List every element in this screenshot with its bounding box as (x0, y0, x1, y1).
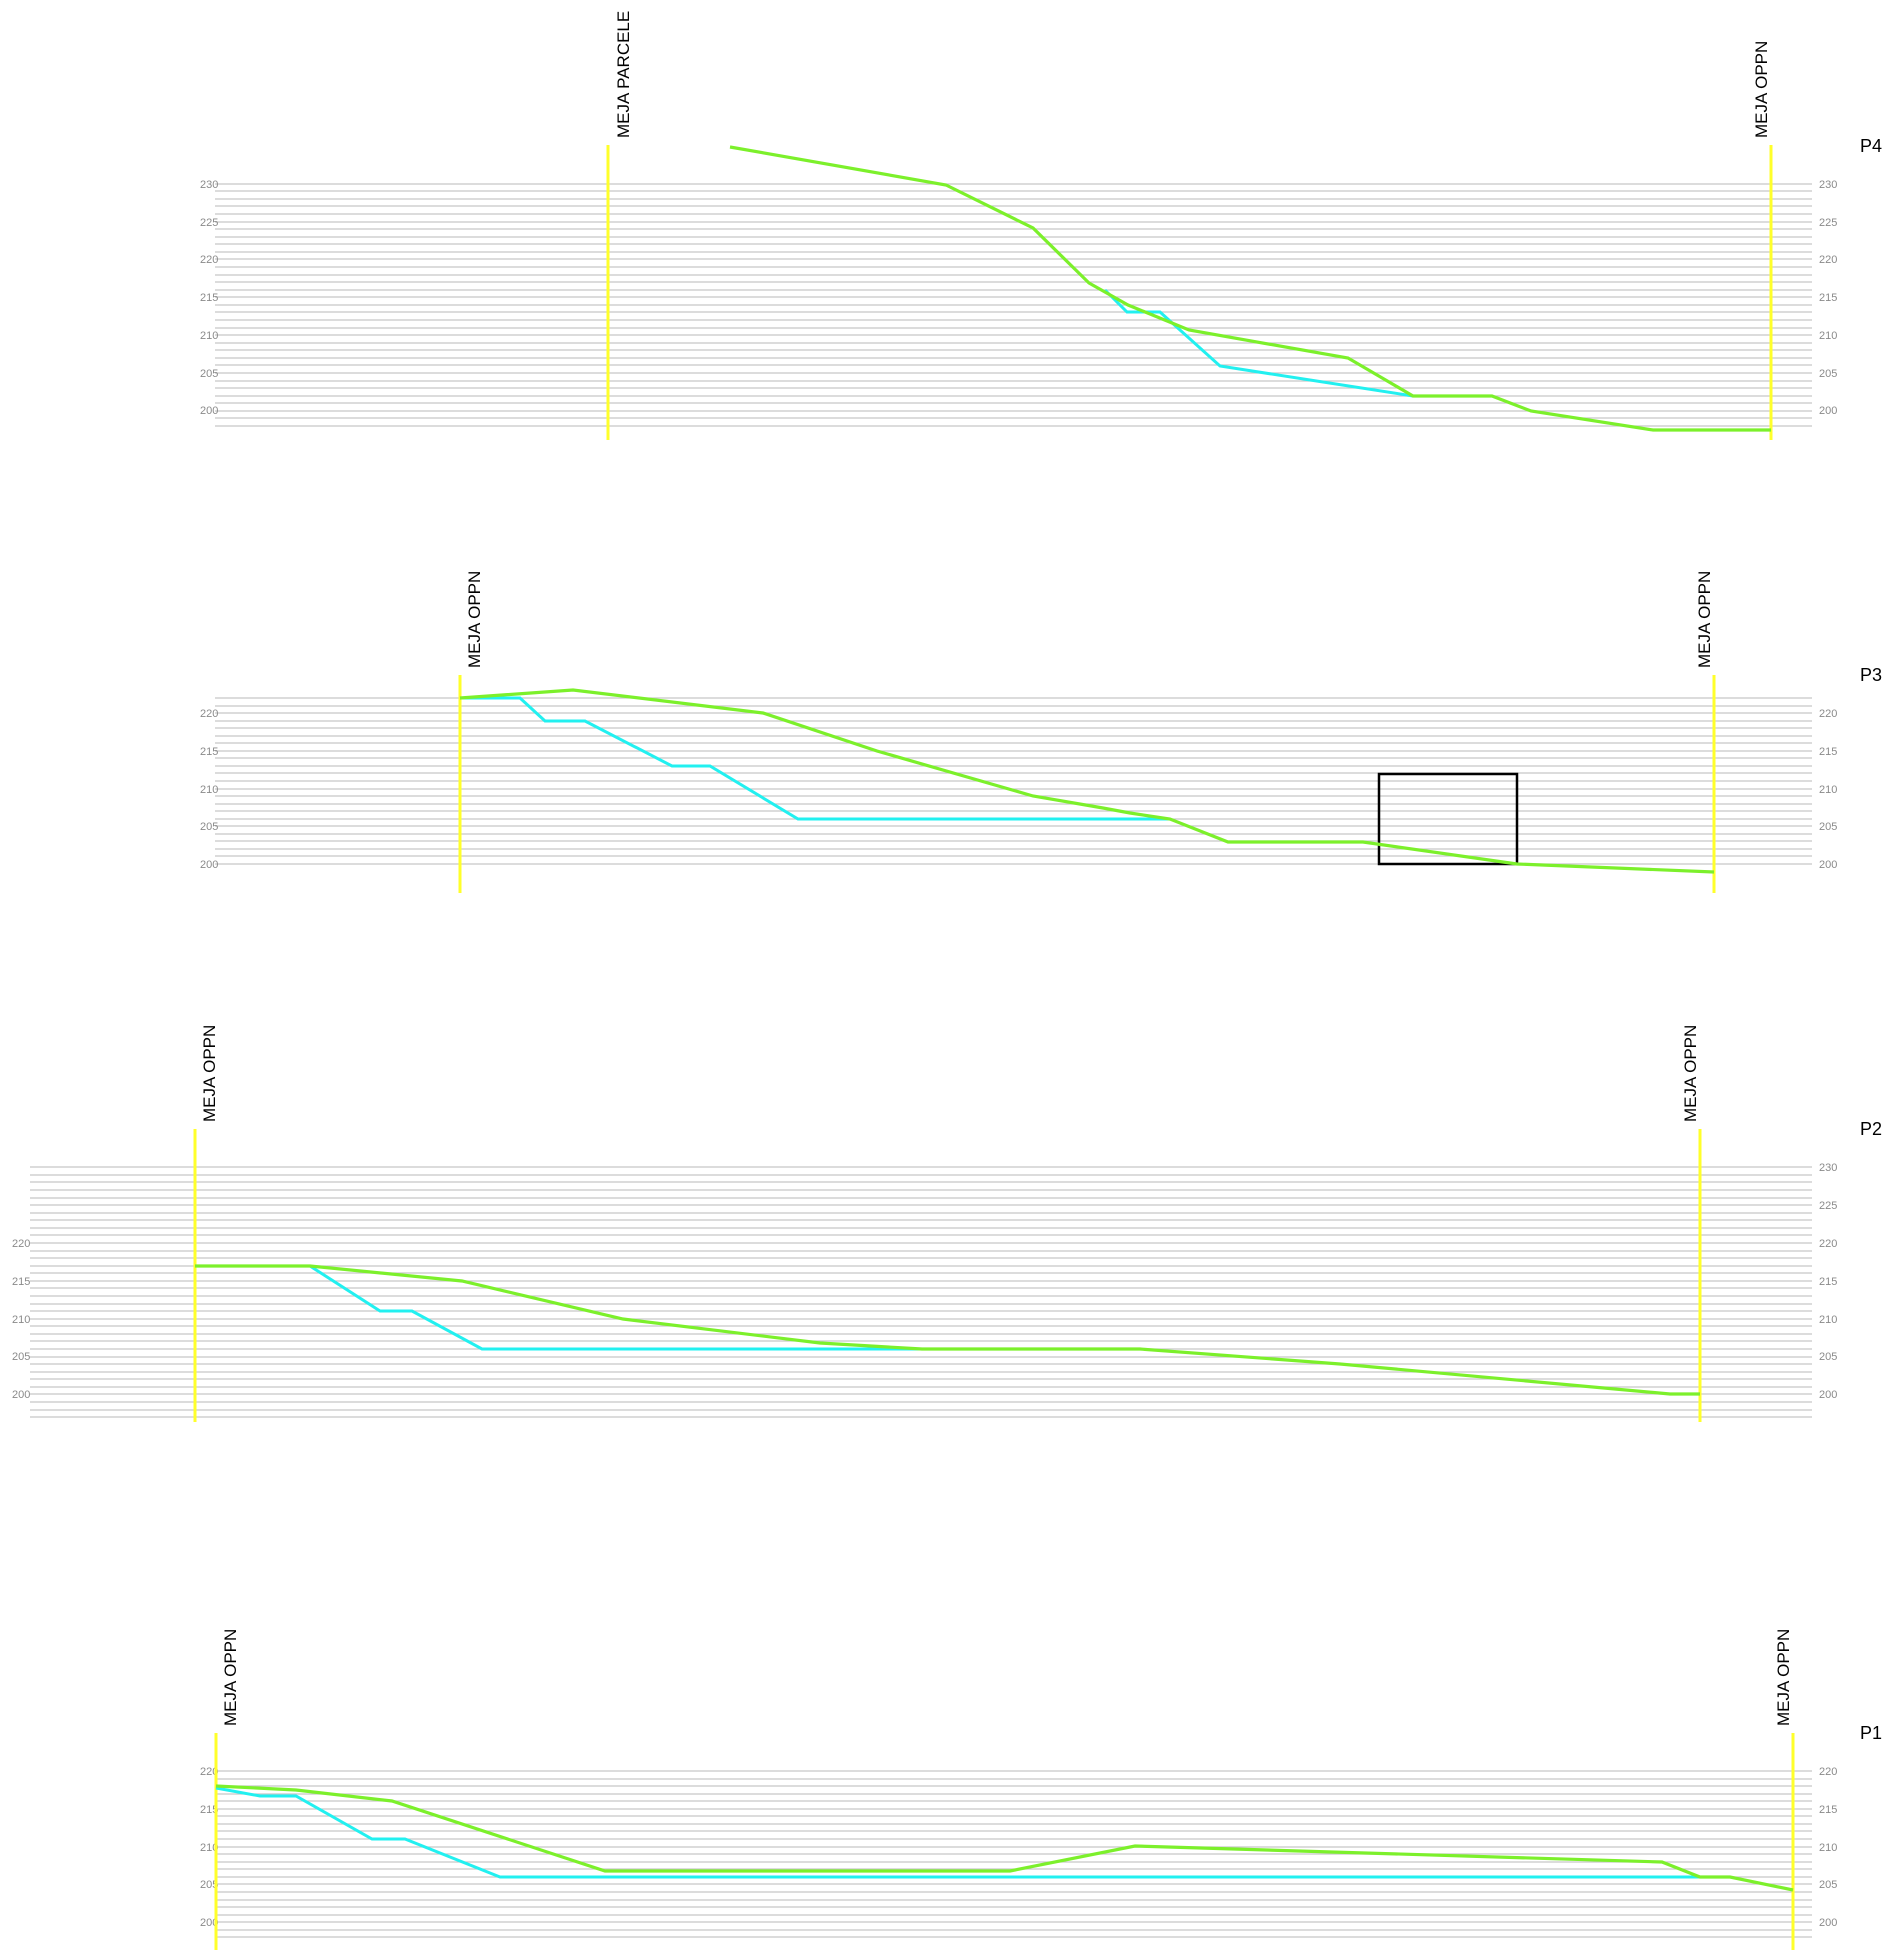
section-p4: 230 225 220 215 210 205 200 230 225 220 … (200, 11, 1882, 440)
tick-label: 230 (1819, 1162, 1837, 1174)
p1-tick-labels-right: 220 215 210 205 200 (1819, 1766, 1837, 1929)
terrain-profile-line (215, 1784, 1794, 1892)
p3-tick-labels-left: 220 215 210 205 200 (200, 708, 218, 871)
tick-label: 200 (1819, 405, 1837, 417)
tick-label: 215 (1819, 292, 1837, 304)
tick-label: 220 (200, 254, 218, 266)
tick-label: 225 (200, 217, 218, 229)
boundary-label-meja-oppn: MEJA OPPN (1752, 41, 1771, 138)
tick-label: 205 (200, 821, 218, 833)
design-profile-line (1103, 288, 1414, 398)
boundary-label-meja-oppn: MEJA OPPN (1774, 1629, 1793, 1726)
p1-elevation-grid (215, 1770, 1812, 1938)
tick-label: 215 (1819, 1276, 1837, 1288)
section-p2: 220 215 210 205 200 230 225 220 215 210 … (12, 1025, 1882, 1422)
tick-label: 210 (1819, 1314, 1837, 1326)
section-label: P3 (1860, 665, 1882, 685)
tick-label: 220 (1819, 254, 1837, 266)
tick-label: 215 (12, 1276, 30, 1288)
design-profile-line (280, 1264, 922, 1351)
p2-elevation-grid (30, 1166, 1812, 1418)
tick-label: 215 (200, 746, 218, 758)
p4-elevation-grid (215, 183, 1812, 427)
detail-callout-box (1377, 772, 1519, 866)
tick-label: 205 (1819, 1351, 1837, 1363)
tick-label: 215 (1819, 746, 1837, 758)
section-p1: 220 215 210 205 200 220 215 210 205 200 … (200, 1629, 1882, 1950)
p4-tick-labels-right: 230 225 220 215 210 205 200 (1819, 179, 1837, 417)
p1-tick-labels-left: 220 215 210 205 200 (200, 1766, 218, 1929)
p3-elevation-grid (215, 697, 1812, 865)
tick-label: 200 (12, 1389, 30, 1401)
tick-label: 215 (1819, 1804, 1837, 1816)
tick-label: 205 (1819, 368, 1837, 380)
tick-label: 220 (1819, 1238, 1837, 1250)
design-profile-line (215, 1786, 1700, 1879)
tick-label: 200 (1819, 1389, 1837, 1401)
tick-label: 210 (1819, 1842, 1837, 1854)
boundary-label-meja-oppn: MEJA OPPN (1681, 1025, 1700, 1122)
terrain-profile-line (195, 1264, 1700, 1396)
section-label: P1 (1860, 1723, 1882, 1743)
boundary-label-meja-parcele: MEJA PARCELE (614, 11, 633, 138)
tick-label: 215 (200, 1804, 218, 1816)
tick-label: 220 (12, 1238, 30, 1250)
tick-label: 210 (200, 1842, 218, 1854)
design-profile-line (460, 696, 1170, 821)
tick-label: 200 (200, 859, 218, 871)
tick-label: 210 (200, 330, 218, 342)
tick-label: 205 (200, 1879, 218, 1891)
tick-label: 225 (1819, 217, 1837, 229)
boundary-label-meja-oppn: MEJA OPPN (465, 571, 484, 668)
boundary-label-meja-oppn: MEJA OPPN (200, 1025, 219, 1122)
terrain-profile-line (729, 145, 1771, 432)
tick-label: 220 (1819, 1766, 1837, 1778)
p4-tick-labels-left: 230 225 220 215 210 205 200 (200, 179, 218, 417)
section-label: P2 (1860, 1119, 1882, 1139)
terrain-profile-line (459, 688, 1715, 874)
tick-label: 215 (200, 292, 218, 304)
p2-tick-labels-right: 230 225 220 215 210 205 200 (1819, 1162, 1837, 1401)
tick-label: 210 (12, 1314, 30, 1326)
tick-label: 200 (200, 1917, 218, 1929)
tick-label: 210 (1819, 330, 1837, 342)
p2-tick-labels-left: 220 215 210 205 200 (12, 1238, 30, 1401)
boundary-label-meja-oppn: MEJA OPPN (1695, 571, 1714, 668)
tick-label: 220 (200, 708, 218, 720)
tick-label: 220 (200, 1766, 218, 1778)
boundary-label-meja-oppn: MEJA OPPN (221, 1629, 240, 1726)
p3-tick-labels-right: 220 215 210 205 200 (1819, 708, 1837, 871)
tick-label: 200 (1819, 859, 1837, 871)
tick-label: 205 (12, 1351, 30, 1363)
tick-label: 230 (1819, 179, 1837, 191)
section-label: P4 (1860, 136, 1882, 156)
tick-label: 205 (1819, 1879, 1837, 1891)
tick-label: 220 (1819, 708, 1837, 720)
tick-label: 225 (1819, 1200, 1837, 1212)
tick-label: 200 (1819, 1917, 1837, 1929)
tick-label: 230 (200, 179, 218, 191)
tick-label: 210 (200, 784, 218, 796)
tick-label: 200 (200, 405, 218, 417)
tick-label: 210 (1819, 784, 1837, 796)
section-p3: 220 215 210 205 200 220 215 210 205 200 … (200, 571, 1882, 893)
tick-label: 205 (1819, 821, 1837, 833)
tick-label: 205 (200, 368, 218, 380)
